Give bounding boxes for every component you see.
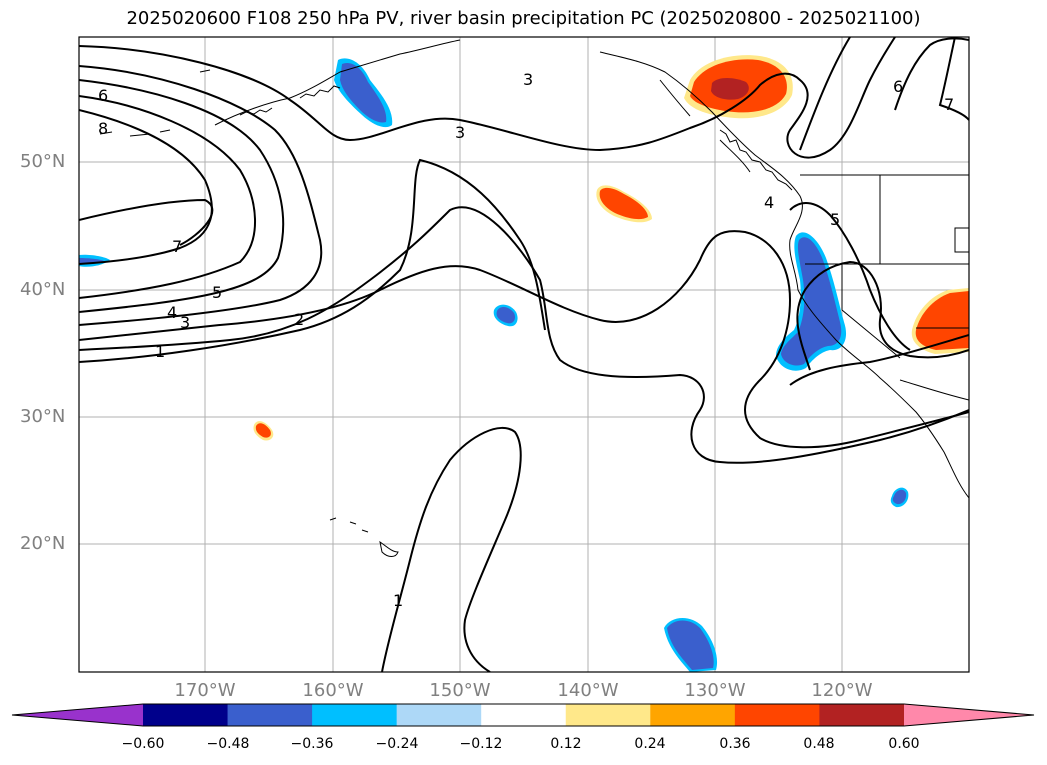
contour-label: 5 — [830, 210, 840, 229]
lon-label: 130°W — [684, 680, 746, 701]
precip-negative-region — [781, 237, 842, 366]
contour-label: 1 — [155, 342, 165, 361]
colorbar-segment — [312, 704, 398, 726]
lat-label: 30°N — [20, 406, 66, 427]
colorbar-segment — [227, 704, 313, 726]
colorbar-tick-label: 0.36 — [719, 736, 751, 752]
colorbar-outline — [11, 703, 1035, 727]
lon-label: 120°W — [811, 680, 873, 701]
precip-positive-region — [711, 78, 749, 100]
colorbar-tick-label: −0.12 — [459, 736, 503, 752]
precip-negative-region — [496, 307, 516, 324]
colorbar-tick-label: 0.60 — [888, 736, 920, 752]
precip-negative-region — [340, 62, 387, 123]
colorbar-tick-label: −0.48 — [206, 736, 250, 752]
colorbar-tick-label: 0.48 — [803, 736, 835, 752]
lat-label: 40°N — [20, 279, 66, 300]
lon-label: 150°W — [429, 680, 491, 701]
precip-positive-region — [255, 423, 271, 438]
contour-label: 2 — [294, 310, 304, 329]
contour-label: 7 — [944, 95, 954, 114]
precip-negative-region — [892, 489, 907, 505]
map-border — [78, 36, 970, 673]
precip-negative-region — [667, 620, 714, 670]
map-frame — [79, 37, 969, 672]
colorbar-segment — [481, 704, 567, 726]
precip-positive-region — [915, 291, 969, 350]
lon-label: 140°W — [557, 680, 619, 701]
pv-contours — [79, 37, 969, 672]
colorbar-tick-label: −0.24 — [375, 736, 419, 752]
lon-label: 170°W — [174, 680, 236, 701]
colorbar-segment — [734, 704, 820, 726]
colorbar-tick-label: 0.12 — [550, 736, 582, 752]
colorbar-segment — [396, 704, 482, 726]
colorbar-tick-label: −0.60 — [121, 736, 165, 752]
colorbar-segment — [650, 704, 736, 726]
contour-label: 3 — [455, 123, 465, 142]
contour-label: 7 — [172, 237, 182, 256]
lat-label: 50°N — [20, 151, 66, 172]
contour-label: 8 — [98, 119, 108, 138]
contour-label: 3 — [523, 70, 533, 89]
coast-details — [239, 85, 793, 191]
coastlines — [99, 39, 969, 557]
contour-label: 6 — [893, 77, 903, 96]
colorbar-segment — [565, 704, 651, 726]
contour-label: 4 — [764, 193, 774, 212]
colorbar-segment — [819, 704, 905, 726]
lat-label: 20°N — [20, 533, 66, 554]
colorbar-extend-min — [12, 704, 143, 726]
contour-label: 6 — [98, 86, 108, 105]
contour-label: 1 — [393, 591, 403, 610]
lon-label: 160°W — [302, 680, 364, 701]
contour-label: 3 — [180, 313, 190, 332]
contour-labels: 6 8 7 5 4 3 2 1 3 3 1 4 5 6 7 — [98, 70, 954, 610]
gridlines — [79, 37, 969, 672]
colorbar — [11, 703, 1035, 727]
precip-positive-region — [599, 187, 648, 220]
contour-label: 5 — [212, 283, 222, 302]
colorbar-extend-max — [904, 704, 1034, 726]
colorbar-tick-label: 0.24 — [634, 736, 666, 752]
colorbar-tick-label: −0.36 — [290, 736, 334, 752]
colorbar-segment — [143, 704, 229, 726]
map-title: 2025020600 F108 250 hPa PV, river basin … — [126, 8, 921, 29]
contour-label: 4 — [167, 303, 177, 322]
precip-shading — [79, 55, 969, 672]
